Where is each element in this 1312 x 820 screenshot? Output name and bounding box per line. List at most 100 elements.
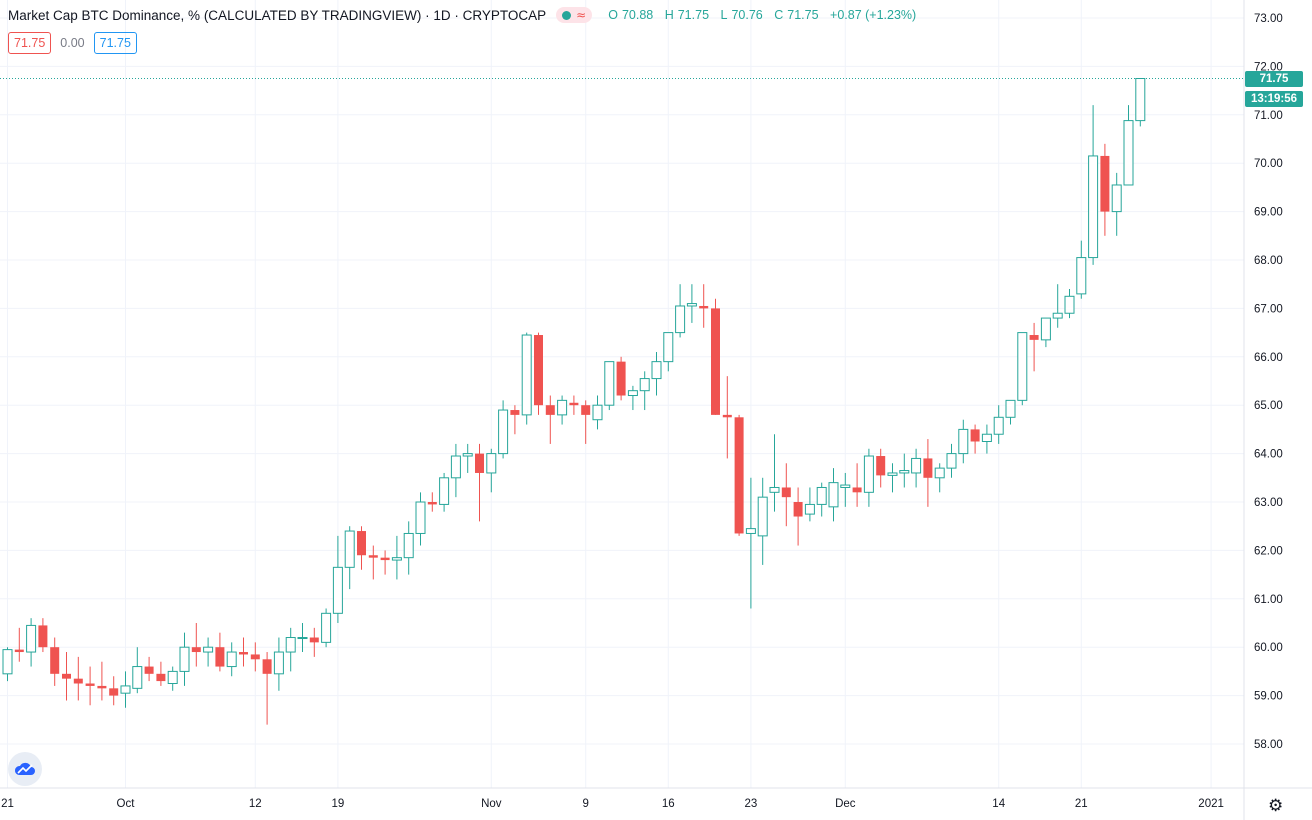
candle-body-up bbox=[26, 624, 37, 653]
candle-body-down bbox=[699, 305, 709, 309]
candle-body-up bbox=[663, 332, 674, 363]
candle-body-up bbox=[498, 409, 509, 455]
candle bbox=[297, 623, 308, 653]
candle-body-down bbox=[923, 458, 933, 478]
candle bbox=[592, 395, 603, 430]
candle-body-up bbox=[1005, 399, 1016, 418]
candle-body-up bbox=[1064, 295, 1075, 314]
time-axis[interactable]: 21 Oct 12 19 Nov 9 16 23 Dec 14 21 2021 bbox=[1, 798, 1224, 810]
candle-body-down bbox=[62, 673, 71, 679]
candle-body-up bbox=[285, 637, 296, 653]
candle-body-up bbox=[132, 666, 143, 689]
candle-body-down bbox=[156, 673, 166, 682]
candle bbox=[745, 477, 756, 609]
candle bbox=[828, 468, 839, 522]
candle-body-up bbox=[439, 477, 450, 505]
candle-body-down bbox=[876, 456, 886, 476]
candle bbox=[604, 361, 615, 411]
candle-body-up bbox=[769, 486, 780, 493]
candle bbox=[486, 448, 497, 493]
x-tick-label: 16 bbox=[662, 798, 675, 810]
candle-body-up bbox=[391, 557, 402, 561]
candle-body-up bbox=[958, 428, 969, 455]
symbol-title[interactable]: Market Cap BTC Dominance, % (CALCULATED … bbox=[8, 7, 547, 23]
candle-body-up bbox=[639, 378, 650, 392]
open-value: 70.88 bbox=[621, 8, 654, 22]
candle-body-down bbox=[427, 502, 437, 505]
candle-body-down bbox=[14, 649, 24, 653]
candle bbox=[639, 371, 650, 411]
chart-legend: Market Cap BTC Dominance, % (CALCULATED … bbox=[8, 7, 920, 23]
candle bbox=[321, 608, 332, 648]
candle bbox=[85, 666, 95, 706]
candle-body-up bbox=[1076, 257, 1087, 295]
candle-body-up bbox=[757, 496, 768, 537]
candle-body-up bbox=[887, 472, 898, 476]
candle bbox=[203, 637, 214, 667]
candle bbox=[616, 356, 626, 401]
candle bbox=[946, 443, 957, 478]
candle bbox=[521, 332, 532, 425]
candle bbox=[958, 419, 969, 464]
candle bbox=[368, 545, 378, 580]
candle bbox=[651, 351, 662, 396]
candle-body-up bbox=[462, 453, 473, 457]
tradingview-logo[interactable] bbox=[8, 752, 42, 786]
candle bbox=[344, 526, 355, 590]
y-tick-label: 67.00 bbox=[1254, 303, 1283, 315]
candle-body-up bbox=[179, 646, 190, 672]
low-value: 70.76 bbox=[731, 8, 763, 22]
candle bbox=[1088, 105, 1099, 265]
y-tick-label: 65.00 bbox=[1254, 400, 1283, 412]
y-tick-label: 59.00 bbox=[1254, 691, 1283, 703]
candle-body-up bbox=[415, 501, 426, 534]
gear-icon[interactable]: ⚙ bbox=[1268, 796, 1284, 816]
candle bbox=[852, 463, 862, 507]
candle bbox=[627, 385, 638, 411]
candle bbox=[273, 637, 284, 691]
candle-body-down bbox=[262, 659, 272, 674]
x-tick-label: Dec bbox=[835, 798, 856, 810]
grid-lines bbox=[0, 0, 1244, 788]
candle-body-up bbox=[934, 467, 945, 479]
candle-body-up bbox=[321, 612, 332, 643]
market-status-badge[interactable]: ≈ bbox=[556, 7, 593, 23]
candle bbox=[450, 443, 461, 498]
candle bbox=[167, 666, 178, 691]
candle-body-up bbox=[981, 433, 992, 442]
candle-body-down bbox=[97, 685, 107, 689]
sell-button[interactable]: 71.75 bbox=[8, 32, 52, 54]
candle-body-down bbox=[569, 402, 579, 406]
candle-body-down bbox=[781, 487, 791, 498]
candle-body-up bbox=[203, 646, 214, 653]
x-tick-label: 23 bbox=[745, 798, 758, 810]
candle bbox=[934, 463, 945, 493]
buy-button[interactable]: 71.75 bbox=[93, 32, 137, 54]
candle-body-up bbox=[403, 532, 414, 559]
price-axis[interactable]: 58.00 59.00 60.00 61.00 62.00 63.00 64.00 65.00… bbox=[1254, 13, 1283, 751]
candle bbox=[62, 652, 71, 701]
candle-body-up bbox=[993, 416, 1004, 435]
candle bbox=[1123, 105, 1134, 186]
candle-body-up bbox=[273, 651, 284, 675]
candle-body-up bbox=[840, 484, 851, 488]
candle-body-down bbox=[357, 531, 366, 556]
open-label: O bbox=[608, 8, 618, 22]
candle bbox=[2, 647, 13, 682]
candle-body-up bbox=[675, 305, 686, 334]
candle-body-down bbox=[109, 688, 119, 696]
candle bbox=[1100, 143, 1110, 236]
candle bbox=[793, 487, 803, 546]
close-value: 71.75 bbox=[787, 8, 819, 22]
high-label: H bbox=[664, 8, 674, 22]
candle bbox=[781, 463, 791, 527]
candle bbox=[1064, 289, 1075, 319]
candle-body-up bbox=[651, 361, 662, 380]
candle-body-down bbox=[581, 405, 591, 415]
candle bbox=[663, 332, 674, 372]
candle bbox=[840, 472, 851, 507]
candle-body-down bbox=[309, 637, 319, 643]
candle-body-up bbox=[167, 670, 178, 685]
